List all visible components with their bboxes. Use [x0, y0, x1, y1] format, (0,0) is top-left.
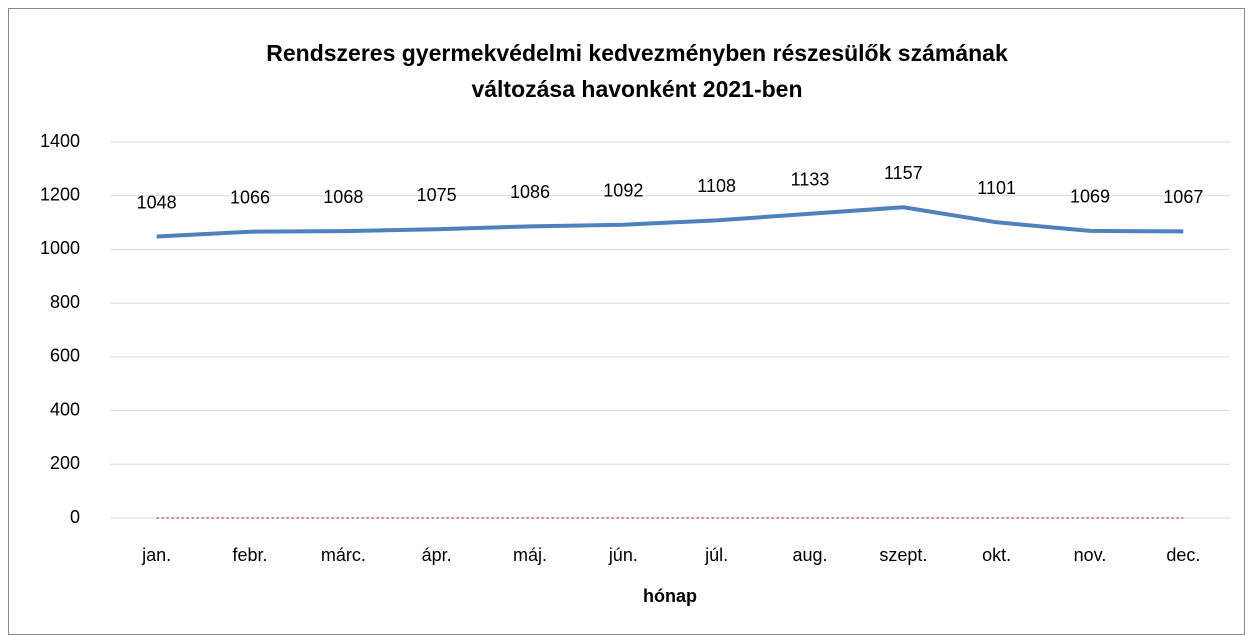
x-tick-label: jan.: [141, 545, 171, 565]
x-tick-label: dec.: [1166, 545, 1200, 565]
chart-title: Rendszeres gyermekvédelmi kedvezményben …: [266, 40, 1008, 66]
y-tick-label: 1400: [40, 131, 80, 151]
data-label: 1066: [230, 187, 270, 207]
y-tick-label: 600: [50, 346, 80, 366]
y-tick-label: 200: [50, 453, 80, 473]
chart-border: [8, 8, 1245, 635]
y-tick-label: 1000: [40, 238, 80, 258]
data-label: 1068: [323, 187, 363, 207]
line-series: [156, 205, 1184, 239]
chart-title: változása havonként 2021-ben: [471, 76, 802, 102]
x-tick-label: ápr.: [422, 545, 452, 565]
y-tick-label: 0: [70, 507, 80, 527]
y-tick-label: 800: [50, 292, 80, 312]
x-tick-label: nov.: [1074, 545, 1107, 565]
data-label: 1101: [977, 178, 1016, 198]
data-label: 1048: [137, 192, 177, 212]
data-label: 1069: [1070, 187, 1110, 207]
x-tick-label: aug.: [792, 545, 827, 565]
data-label: 1075: [417, 185, 457, 205]
data-label: 1157: [884, 163, 923, 183]
x-tick-label: szept.: [879, 545, 927, 565]
data-label: 1108: [697, 176, 736, 196]
x-tick-label: jún.: [608, 545, 638, 565]
x-tick-label: febr.: [232, 545, 267, 565]
x-tick-label: okt.: [982, 545, 1011, 565]
y-tick-label: 1200: [40, 184, 80, 204]
data-label: 1133: [791, 169, 830, 189]
data-label: 1086: [510, 182, 550, 202]
y-tick-label: 400: [50, 399, 80, 419]
x-tick-label: márc.: [321, 545, 366, 565]
x-axis-title: hónap: [643, 586, 697, 606]
x-tick-label: júl.: [704, 545, 728, 565]
data-label: 1067: [1163, 187, 1203, 207]
x-tick-label: máj.: [513, 545, 547, 565]
data-label: 1092: [603, 180, 643, 200]
